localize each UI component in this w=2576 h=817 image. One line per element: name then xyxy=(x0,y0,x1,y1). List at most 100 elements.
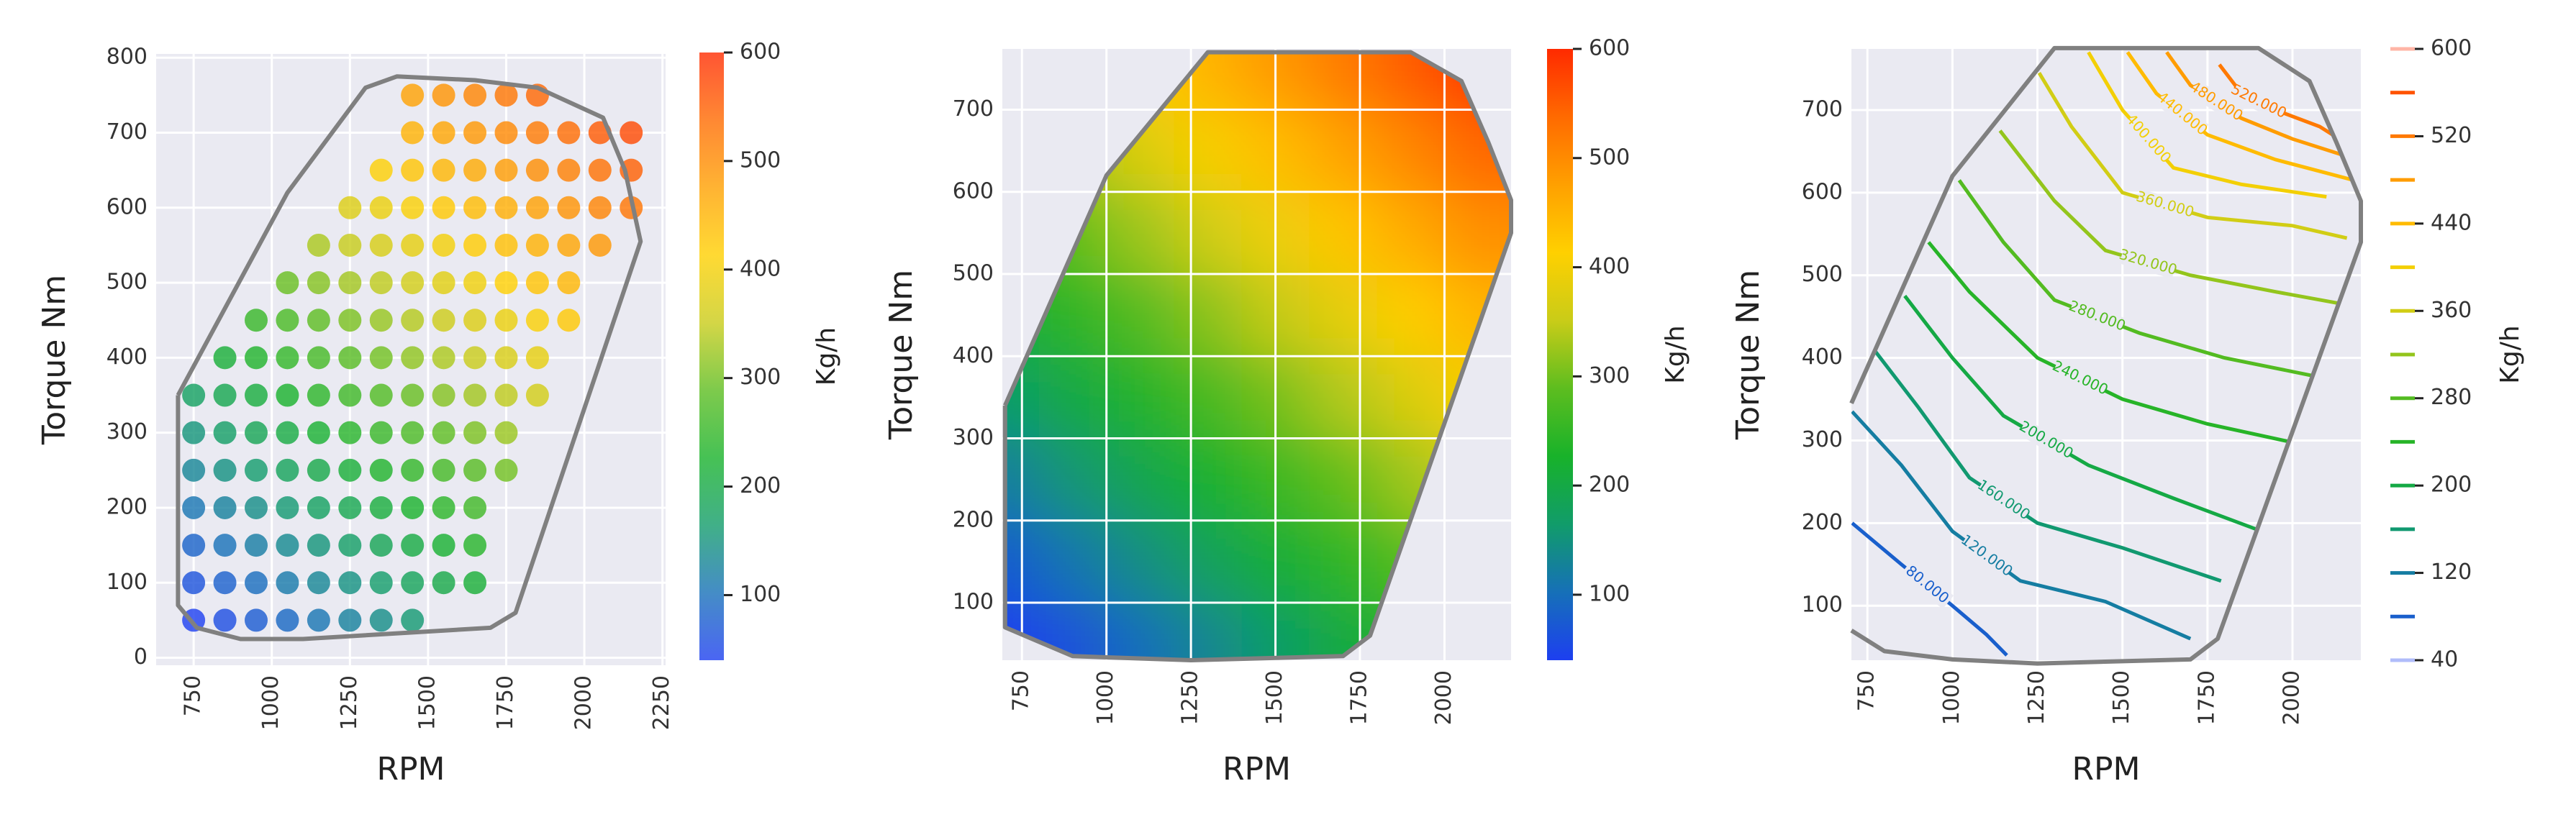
point xyxy=(213,534,237,557)
point xyxy=(338,383,362,407)
x-tick-label: 750 xyxy=(1854,670,1879,711)
surface-cell xyxy=(1309,52,1377,110)
point xyxy=(557,121,581,145)
point xyxy=(276,271,299,295)
point xyxy=(307,571,330,595)
point xyxy=(432,421,455,444)
colorbar-tick-label: 600 xyxy=(740,40,781,65)
point xyxy=(338,309,362,332)
x-axis-label: RPM xyxy=(1223,751,1291,788)
point xyxy=(463,309,487,332)
point xyxy=(620,121,643,145)
point xyxy=(213,346,237,370)
surface-cell xyxy=(1377,356,1445,439)
hull xyxy=(1849,45,2363,666)
surface-cell xyxy=(1174,191,1242,275)
surface-cell xyxy=(1106,520,1174,603)
point xyxy=(463,271,487,295)
colorbar-tick-label: 100 xyxy=(1589,581,1630,606)
point xyxy=(401,83,425,107)
x-tick-label: 1750 xyxy=(1347,670,1372,725)
colorbar-tick-label: 360 xyxy=(2431,298,2472,323)
contour-label-gap xyxy=(1976,478,2031,523)
point xyxy=(244,458,268,482)
colorbar-tick-label: 600 xyxy=(2431,36,2472,61)
point xyxy=(338,496,362,519)
point xyxy=(369,271,393,295)
point xyxy=(463,233,487,257)
surface-cell xyxy=(1309,356,1377,439)
x-tick-label: 1000 xyxy=(1093,670,1118,725)
point xyxy=(525,309,549,332)
point xyxy=(182,421,206,444)
point xyxy=(432,458,455,482)
point xyxy=(557,309,581,332)
point xyxy=(432,383,455,407)
point xyxy=(401,271,425,295)
point xyxy=(494,458,518,482)
point xyxy=(401,233,425,257)
point xyxy=(432,346,455,370)
x-tick-label: 2000 xyxy=(1431,670,1456,725)
contour-label-gap xyxy=(2068,298,2126,335)
point xyxy=(401,383,425,407)
surface-cell xyxy=(1174,603,1242,661)
x-tick-label: 1250 xyxy=(1178,670,1203,725)
point xyxy=(432,83,455,107)
point xyxy=(307,309,330,332)
point xyxy=(244,534,268,557)
y-tick-label: 500 xyxy=(106,270,148,295)
y-tick-label: 500 xyxy=(953,261,994,286)
colorbar-label: Kg/h xyxy=(2495,325,2525,383)
point xyxy=(463,421,487,444)
point xyxy=(369,196,393,219)
y-tick-label: 100 xyxy=(953,590,994,615)
point xyxy=(213,458,237,482)
point xyxy=(369,534,393,557)
surface-cell xyxy=(1106,603,1174,661)
point xyxy=(432,271,455,295)
y-tick-label: 600 xyxy=(106,194,148,219)
point xyxy=(276,458,299,482)
point xyxy=(494,233,518,257)
point xyxy=(276,608,299,632)
surface-cell xyxy=(1106,438,1174,521)
contour-label-gap xyxy=(2155,90,2209,138)
point xyxy=(213,571,237,595)
point xyxy=(182,383,206,407)
point xyxy=(401,346,425,370)
point xyxy=(432,309,455,332)
point xyxy=(244,608,268,632)
contour-label-gap xyxy=(2136,188,2194,222)
point xyxy=(307,421,330,444)
colorbar-tick-label: 300 xyxy=(740,365,781,390)
y-tick-label: 300 xyxy=(1802,427,1843,452)
point xyxy=(182,571,206,595)
point xyxy=(525,233,549,257)
contour-line xyxy=(2165,51,2358,162)
surface-cell xyxy=(1038,438,1107,521)
point xyxy=(557,158,581,182)
point xyxy=(494,158,518,182)
point xyxy=(369,608,393,632)
point xyxy=(525,196,549,219)
colorbar-tick-label: 200 xyxy=(2431,473,2472,498)
contour-line xyxy=(2087,51,2327,199)
point xyxy=(432,496,455,519)
point xyxy=(276,383,299,407)
point xyxy=(307,608,330,632)
y-tick-label: 100 xyxy=(1802,593,1843,618)
point xyxy=(401,121,425,145)
colorbar-tick-label: 500 xyxy=(1589,145,1630,170)
point xyxy=(213,608,237,632)
surface-cell xyxy=(1309,109,1377,192)
point xyxy=(525,158,549,182)
point xyxy=(307,233,330,257)
point xyxy=(401,196,425,219)
surface-cell xyxy=(1174,274,1242,357)
contour-line xyxy=(2126,51,2354,183)
point xyxy=(432,121,455,145)
x-axis-label: RPM xyxy=(376,751,445,788)
panel: 750 1000 1250 1500 1750 2000 100 200 300 400 500 60… xyxy=(883,36,1690,788)
point xyxy=(369,571,393,595)
